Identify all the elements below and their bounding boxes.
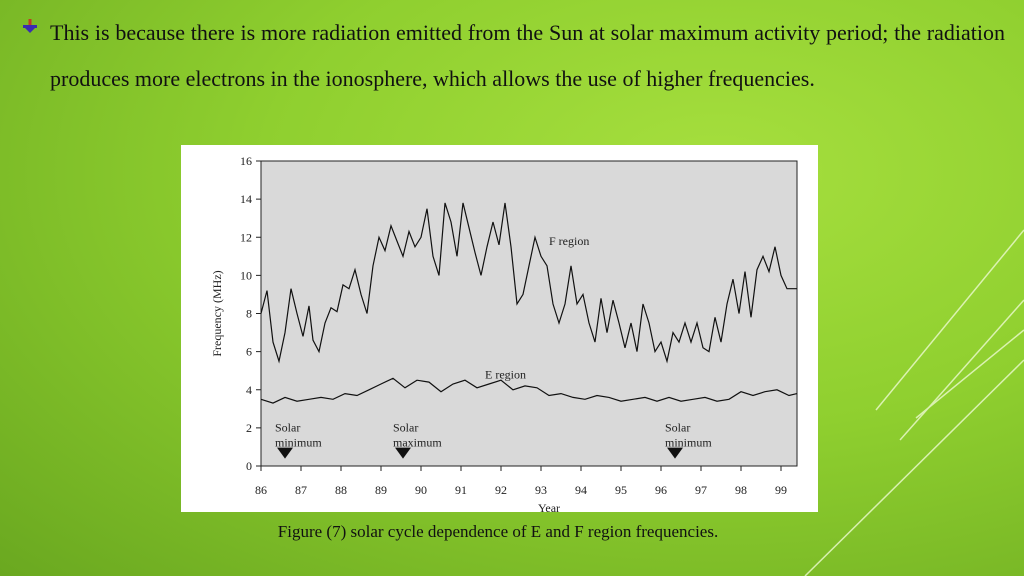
x-tick-label: 87	[295, 483, 307, 497]
solar-marker-triangle	[277, 447, 293, 459]
x-tick-label: 94	[575, 483, 587, 497]
annotation-label: maximum	[393, 436, 442, 450]
y-tick-label: 14	[240, 192, 252, 206]
figure-caption: Figure (7) solar cycle dependence of E a…	[277, 522, 719, 541]
body-paragraph: This is because there is more radiation …	[50, 20, 1005, 91]
annotation-label: minimum	[275, 436, 322, 450]
x-tick-label: 99	[775, 483, 787, 497]
y-tick-label: 4	[246, 383, 252, 397]
solar-cycle-chart: 0 2 4 6 8 10 12 14 16 86 87 88 89 90 91 92 93 94 95 96 97 98 9…	[210, 154, 798, 512]
series-line-f-region	[260, 202, 797, 364]
plot-area	[260, 160, 798, 467]
solar-marker-triangle	[395, 447, 411, 459]
x-tick-label: 86	[255, 483, 267, 497]
chart-figure: 0 2 4 6 8 10 12 14 16 86 87 88 89 90 91 92 93 94 95 96 97 98 9…	[181, 145, 818, 512]
bullet-arrow-icon	[23, 19, 37, 33]
y-tick-label: 16	[240, 154, 252, 168]
series-line-e-region	[260, 377, 798, 404]
x-tick-label: 97	[695, 483, 707, 497]
solar-marker-triangle	[667, 447, 683, 459]
y-tick-label: 6	[246, 345, 252, 359]
x-tick-label: 95	[615, 483, 627, 497]
annotation-label: Solar	[665, 421, 690, 435]
x-tick-label: 88	[335, 483, 347, 497]
y-tick-label: 8	[246, 307, 252, 321]
x-tick-label: 90	[415, 483, 427, 497]
y-tick-label: 2	[246, 421, 252, 435]
y-axis-label: Frequency (MHz)	[210, 270, 224, 356]
x-tick-label: 93	[535, 483, 547, 497]
x-tick-label: 92	[495, 483, 507, 497]
y-tick-label: 0	[246, 459, 252, 473]
x-tick-label: 96	[655, 483, 667, 497]
x-tick-label: 89	[375, 483, 387, 497]
x-axis-label: Year	[538, 501, 560, 512]
x-tick-label: 98	[735, 483, 747, 497]
annotation-label: Solar	[393, 421, 418, 435]
y-tick-label: 10	[240, 268, 252, 282]
series-label-e-region: E region	[485, 367, 526, 381]
y-tick-label: 12	[240, 230, 252, 244]
annotation-label: minimum	[665, 436, 712, 450]
series-label-f-region: F region	[549, 234, 589, 248]
x-tick-label: 91	[455, 483, 467, 497]
annotation-label: Solar	[275, 421, 300, 435]
